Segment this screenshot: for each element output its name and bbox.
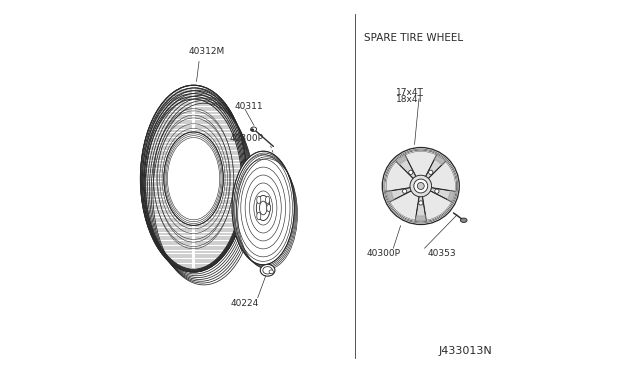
Text: SPARE TIRE WHEEL: SPARE TIRE WHEEL	[364, 33, 463, 42]
Polygon shape	[435, 155, 445, 165]
Ellipse shape	[419, 201, 423, 205]
Ellipse shape	[417, 183, 424, 189]
Text: 40300P: 40300P	[366, 249, 401, 258]
Ellipse shape	[259, 201, 267, 215]
Ellipse shape	[409, 170, 413, 174]
Polygon shape	[426, 155, 445, 179]
Polygon shape	[405, 151, 436, 176]
Ellipse shape	[414, 179, 428, 193]
Ellipse shape	[410, 175, 431, 197]
Ellipse shape	[164, 132, 223, 225]
Polygon shape	[390, 191, 419, 220]
Ellipse shape	[257, 196, 261, 203]
Ellipse shape	[267, 204, 271, 212]
Ellipse shape	[435, 189, 439, 193]
Polygon shape	[447, 191, 455, 202]
Text: 17x4T: 17x4T	[396, 88, 424, 97]
Ellipse shape	[140, 85, 246, 272]
Polygon shape	[415, 216, 426, 221]
Text: 40311: 40311	[235, 102, 263, 110]
Ellipse shape	[263, 267, 273, 274]
Ellipse shape	[385, 150, 456, 222]
Ellipse shape	[269, 270, 273, 273]
Ellipse shape	[429, 170, 433, 174]
Ellipse shape	[382, 148, 460, 224]
Polygon shape	[387, 188, 411, 202]
Polygon shape	[396, 155, 407, 165]
Polygon shape	[387, 191, 394, 202]
Ellipse shape	[460, 218, 467, 222]
Ellipse shape	[251, 129, 253, 131]
Polygon shape	[422, 191, 452, 220]
Text: J433013N: J433013N	[438, 346, 492, 356]
Ellipse shape	[257, 212, 261, 220]
Text: 40312M: 40312M	[188, 46, 225, 56]
Ellipse shape	[257, 196, 270, 221]
Ellipse shape	[251, 127, 257, 131]
Ellipse shape	[266, 196, 269, 203]
Text: 40224: 40224	[231, 299, 259, 308]
Text: 40300P: 40300P	[230, 134, 264, 143]
Ellipse shape	[232, 151, 294, 265]
Polygon shape	[428, 161, 456, 192]
Text: 40353: 40353	[428, 249, 456, 258]
Text: 18x4T: 18x4T	[396, 95, 424, 105]
Ellipse shape	[403, 189, 407, 193]
Polygon shape	[396, 155, 416, 179]
Polygon shape	[386, 161, 413, 192]
Polygon shape	[430, 188, 455, 202]
Ellipse shape	[260, 264, 275, 276]
Polygon shape	[415, 197, 426, 221]
